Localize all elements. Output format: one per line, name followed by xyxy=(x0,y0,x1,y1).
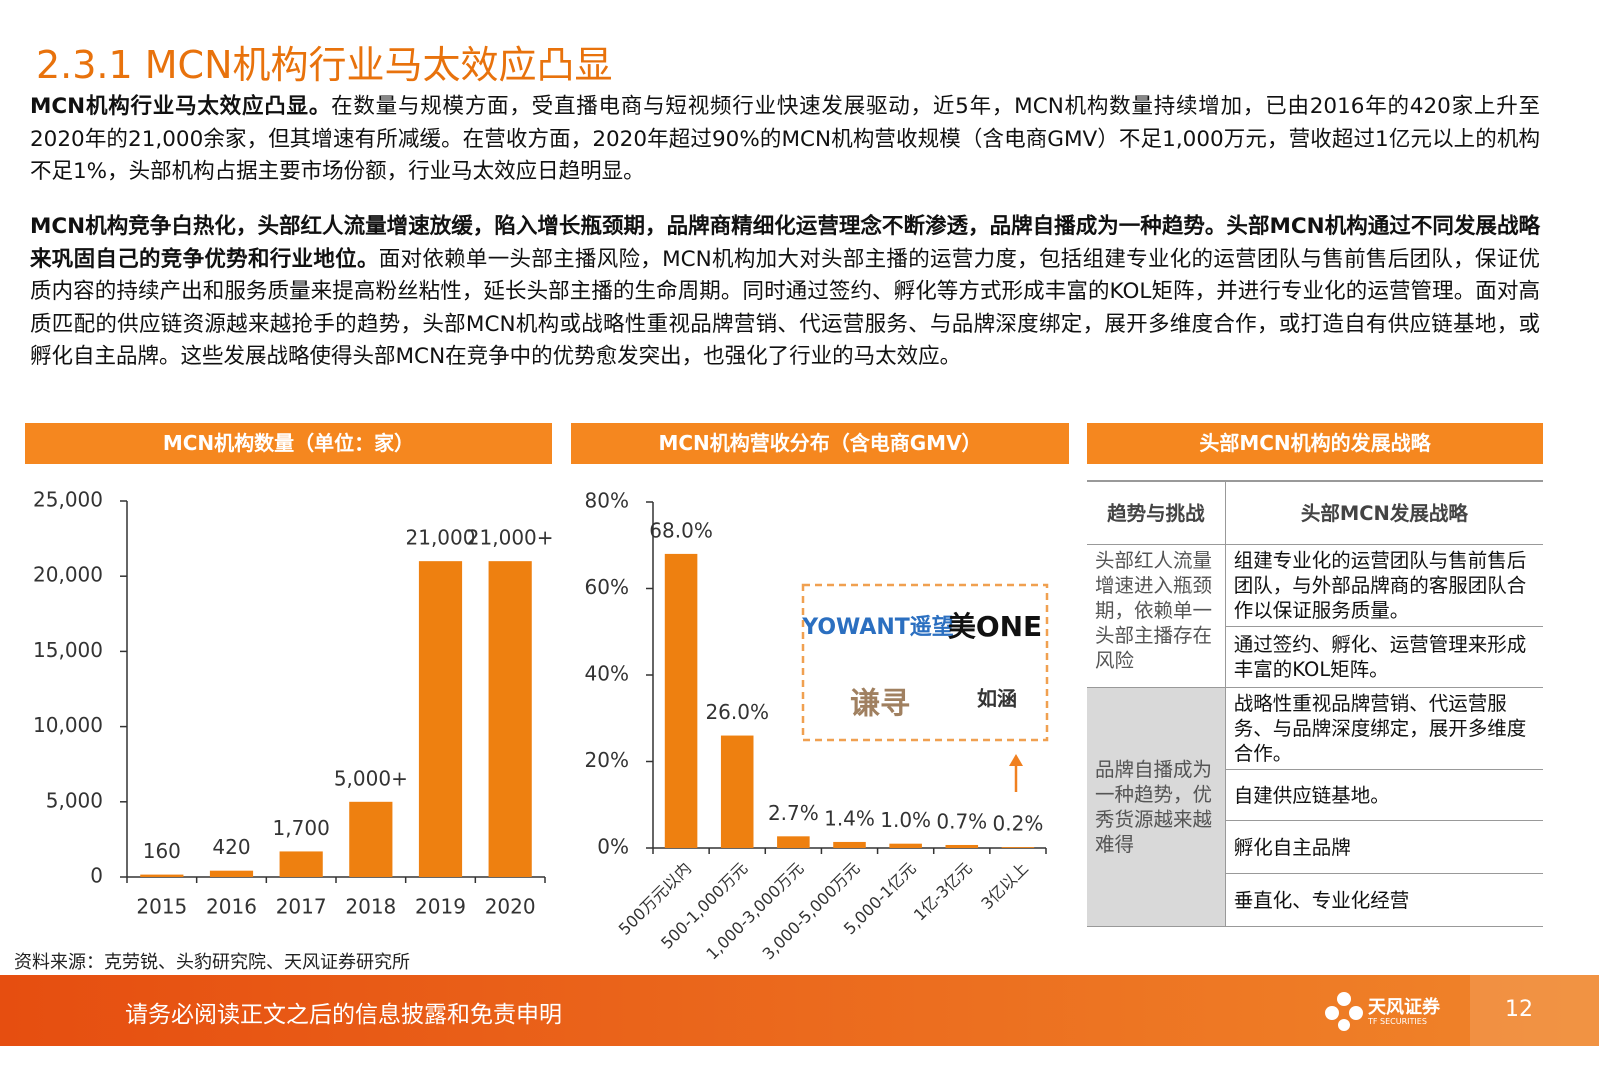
bar xyxy=(889,843,922,848)
x-tick-label: 2018 xyxy=(345,895,396,919)
y-tick-label: 20,000 xyxy=(33,563,103,587)
strategy-cell: 自建供应链基地。 xyxy=(1225,769,1543,821)
paragraph: MCN机构竞争白热化，头部红人流量增速放缓，陷入增长瓶颈期，品牌商精细化运营理念… xyxy=(30,211,1540,374)
trend-cell: 头部红人流量增速进入瓶颈期，依赖单一头部主播存在风险 xyxy=(1087,544,1226,688)
bar xyxy=(833,841,866,848)
x-tick-label: 2019 xyxy=(415,895,466,919)
page-box xyxy=(1470,975,1599,1046)
paragraph-text: 在数量与规模方面，受直播电商与短视频行业快速发展驱动，近5年，MCN机构数量持续… xyxy=(30,94,1540,184)
page-title: 2.3.1 MCN机构行业马太效应凸显 xyxy=(36,43,613,87)
value-label: 420 xyxy=(212,835,250,859)
x-tick-label: 1亿-3亿元 xyxy=(910,859,976,925)
column-header: 趋势与挑战 xyxy=(1087,480,1226,545)
y-tick-label: 0 xyxy=(90,864,103,888)
x-tick-label: 2017 xyxy=(276,895,327,919)
x-tick-label: 3,000-5,000万元 xyxy=(759,859,864,964)
panel-header: MCN机构数量（单位：家） xyxy=(25,423,552,464)
value-label: 5,000+ xyxy=(334,766,408,790)
logo: 美ONE xyxy=(948,610,1042,643)
table-row: 头部红人流量增速进入瓶颈期，依赖单一头部主播存在风险 组建专业化的运营团队与售前售… xyxy=(1087,544,1543,688)
value-label: 0.2% xyxy=(993,812,1044,836)
bar xyxy=(720,735,754,848)
paragraph: MCN机构行业马太效应凸显。在数量与规模方面，受直播电商与短视频行业快速发展驱动… xyxy=(30,91,1540,189)
strategy-cell: 孵化自主品牌 xyxy=(1225,820,1543,874)
y-tick-label: 15,000 xyxy=(33,638,103,662)
logo: YOWANT遥望 xyxy=(801,615,954,640)
strategy-cell: 战略性重视品牌营销、代运营服务、与品牌深度绑定，展开多维度合作。 xyxy=(1225,687,1543,770)
x-tick-label: 1,000-3,000万元 xyxy=(702,859,807,964)
table-row: 孵化自主品牌 xyxy=(1087,820,1543,874)
value-label: 1,700 xyxy=(273,816,330,840)
value-label: 68.0% xyxy=(649,518,713,542)
x-tick-label: 2016 xyxy=(206,895,257,919)
charts: 0 5,000 10,000 15,000 20,000 25,000 160 2015 420… xyxy=(33,488,1049,964)
brand-logo xyxy=(1325,992,1363,1031)
strategy-table: 趋势与挑战 头部MCN发展战略 头部红人流量增速进入瓶颈期，依赖单一头部主播存在风险… xyxy=(1087,480,1543,927)
paragraph-lead: MCN机构行业马太效应凸显。 xyxy=(30,94,332,119)
bar xyxy=(945,844,979,848)
value-label: 26.0% xyxy=(705,700,769,724)
y-tick-label: 25,000 xyxy=(33,488,103,512)
x-tick-label: 2015 xyxy=(136,895,187,919)
footer-band: 请务必阅读正文之后的信息披露和免责申明 天风证券 TF SECURITIES 1… xyxy=(0,975,1599,1046)
page-number: 12 xyxy=(1505,997,1533,1022)
x-tick-label: 2020 xyxy=(485,895,536,919)
bar xyxy=(777,836,810,848)
logo: 如涵 xyxy=(977,687,1017,711)
brand-name-en: TF SECURITIES xyxy=(1368,1017,1427,1026)
bar xyxy=(279,851,323,877)
brand-name: 天风证券 xyxy=(1368,997,1440,1018)
y-tick-label: 60% xyxy=(585,575,629,599)
header-row: 趋势与挑战 头部MCN发展战略 xyxy=(1087,480,1543,545)
bar xyxy=(488,561,532,877)
arrow-head xyxy=(1009,754,1023,766)
panel-header: 头部MCN机构的发展战略 xyxy=(1087,423,1543,464)
table-row: 品牌自播成为一种趋势，优秀货源越来越难得 战略性重视品牌营销、代运营服务、与品牌深… xyxy=(1087,687,1543,927)
paragraph-text: 面对依赖单一头部主播风险，MCN机构加大对头部主播的运营力度，包括组建专业化的运… xyxy=(30,246,1540,370)
y-tick-label: 80% xyxy=(585,489,629,513)
strategy-cell: 通过签约、孵化、运营管理来形成丰富的KOL矩阵。 xyxy=(1225,626,1543,688)
value-label: 1.0% xyxy=(880,808,931,832)
paragraph-lead: MCN机构竞争白热化，头部红人流量增速放缓，陷入增长瓶颈期，品牌商精细化运营理念… xyxy=(30,214,1540,272)
bar xyxy=(349,801,393,877)
value-label: 0.7% xyxy=(936,809,987,833)
x-tick-label: 3亿以上 xyxy=(977,859,1032,914)
value-label: 2.7% xyxy=(768,801,819,825)
table-row: 通过签约、孵化、运营管理来形成丰富的KOL矩阵。 xyxy=(1087,626,1543,688)
bar xyxy=(140,874,184,877)
value-label: 1.4% xyxy=(824,806,875,830)
table-row: 自建供应链基地。 xyxy=(1087,769,1543,821)
y-tick-label: 10,000 xyxy=(33,713,103,737)
y-tick-label: 40% xyxy=(585,662,629,686)
bar xyxy=(418,561,463,877)
strategy-cell: 组建专业化的运营团队与售前售后团队，与外部品牌商的客服团队合作以保证服务质量。 xyxy=(1225,544,1543,627)
bar xyxy=(664,553,698,848)
bar xyxy=(1001,847,1035,848)
y-tick-label: 0% xyxy=(597,835,629,859)
value-label: 21,000 xyxy=(406,526,476,550)
table-row: 垂直化、专业化经营 xyxy=(1087,873,1543,927)
disclaimer: 请务必阅读正文之后的信息披露和免责申明 xyxy=(125,1002,562,1028)
bar xyxy=(209,870,254,877)
y-tick-label: 5,000 xyxy=(46,788,103,812)
strategy-cell: 垂直化、专业化经营 xyxy=(1225,873,1543,927)
logo: 谦寻 xyxy=(850,687,910,722)
y-tick-label: 20% xyxy=(585,748,629,772)
value-label: 160 xyxy=(143,839,181,863)
source-note: 资料来源：克劳锐、头豹研究院、天风证券研究所 xyxy=(14,952,410,973)
trend-cell: 品牌自播成为一种趋势，优秀货源越来越难得 xyxy=(1087,687,1226,927)
column-header: 头部MCN发展战略 xyxy=(1225,480,1543,545)
panel-header: MCN机构营收分布（含电商GMV） xyxy=(571,423,1069,464)
value-label: 21,000+ xyxy=(467,526,554,550)
logo-box xyxy=(801,583,1049,742)
